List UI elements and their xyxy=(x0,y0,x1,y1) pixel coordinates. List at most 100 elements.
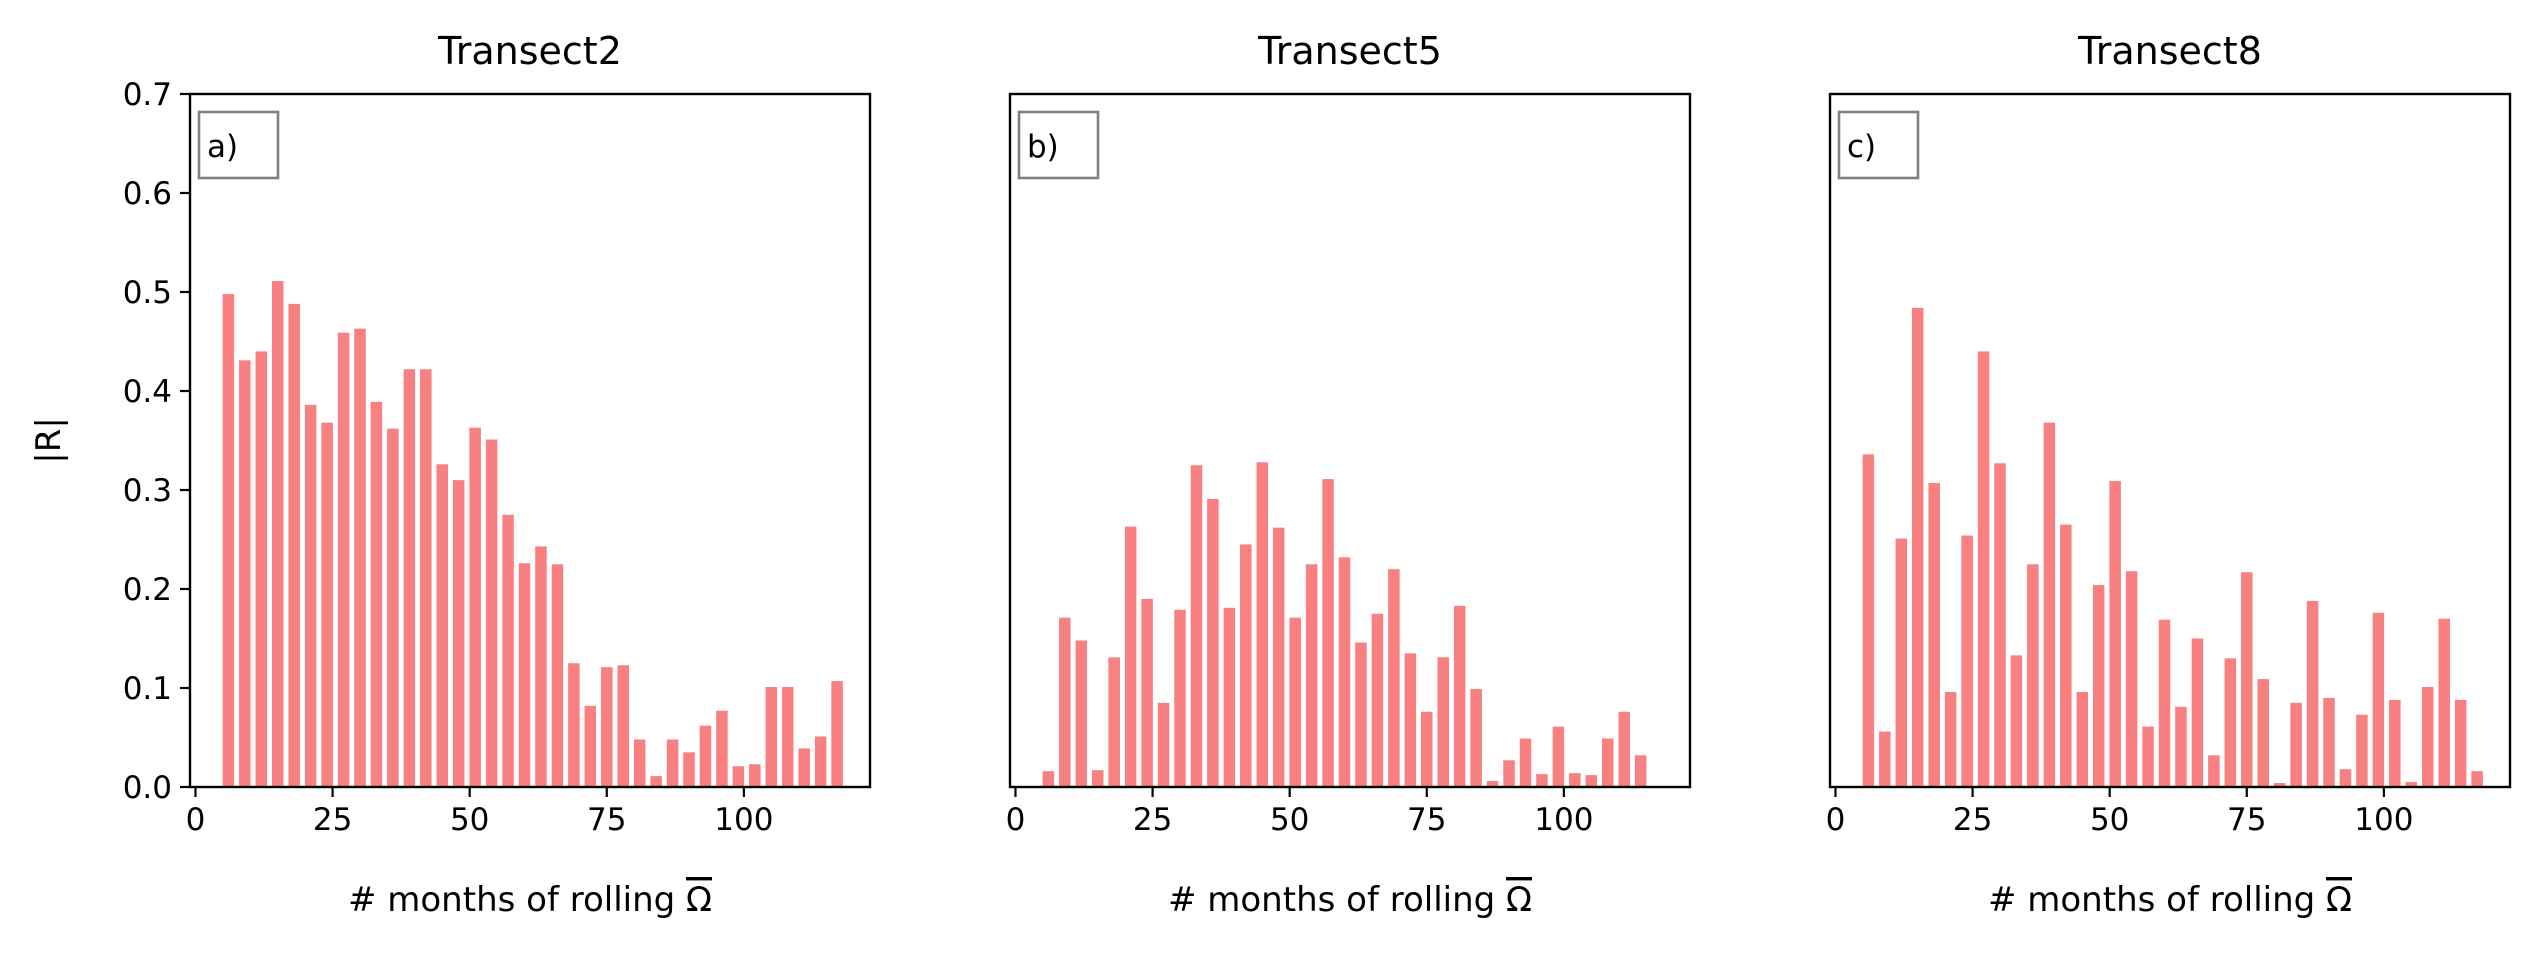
bar xyxy=(1585,775,1598,787)
axes-frame xyxy=(1828,92,2512,789)
y-tick-label: 0.0 xyxy=(123,770,172,806)
bar xyxy=(633,739,646,787)
bar xyxy=(2125,571,2138,787)
bar xyxy=(1091,770,1104,787)
bar xyxy=(2389,699,2401,787)
x-axis-label: # months of rolling Ω xyxy=(1168,880,1532,920)
chart-title: Transect8 xyxy=(2077,29,2262,73)
x-tick-label: 50 xyxy=(2090,802,2129,838)
bar xyxy=(1911,307,1924,787)
x-tick-label: 25 xyxy=(1953,802,1992,838)
y-tick-label: 0.6 xyxy=(123,176,172,212)
y-tick-label: 0.3 xyxy=(123,473,172,509)
bar xyxy=(2405,782,2418,787)
omega-symbol: Ω xyxy=(1506,880,1532,920)
x-tick-label: 0 xyxy=(1006,802,1026,838)
bar xyxy=(469,427,481,787)
bar xyxy=(1108,657,1120,787)
x-tick-label: 100 xyxy=(714,802,773,838)
bar xyxy=(732,766,745,787)
bar xyxy=(2142,726,2154,787)
bar xyxy=(2224,658,2237,787)
bar xyxy=(2290,702,2302,787)
panel-label: a) xyxy=(207,129,238,165)
bar xyxy=(1437,657,1449,787)
bar xyxy=(403,369,416,787)
bar xyxy=(2323,697,2335,787)
bar xyxy=(2092,585,2105,787)
bar xyxy=(1503,760,1515,787)
bar xyxy=(502,514,514,787)
panel-3: 0 25 50 75 100 Transect8 c) # months of rolling… xyxy=(1826,29,2512,920)
bar xyxy=(749,764,761,787)
x-tick-label: 100 xyxy=(2354,802,2413,838)
bar xyxy=(1371,613,1384,787)
bar xyxy=(617,665,629,787)
y-axis-label: |R| xyxy=(29,417,69,464)
bar xyxy=(1519,738,1532,787)
bar xyxy=(2306,600,2319,787)
bar xyxy=(716,710,728,787)
bar xyxy=(1569,773,1581,787)
x-tick-label: 75 xyxy=(2227,802,2266,838)
bar xyxy=(683,752,695,787)
bar xyxy=(1536,774,1548,787)
x-tick-label: 25 xyxy=(1133,802,1172,838)
bar xyxy=(2257,679,2269,787)
panel-2: 0 25 50 75 100 Transect5 b) # months of rolling… xyxy=(1006,29,1692,920)
x-tick-label: 75 xyxy=(1407,802,1446,838)
bar xyxy=(1601,738,1614,787)
bar xyxy=(1486,781,1499,787)
bar xyxy=(337,332,350,787)
bar xyxy=(387,428,399,787)
x-tick-label: 50 xyxy=(450,802,489,838)
bar xyxy=(304,404,317,787)
bar xyxy=(288,303,300,787)
x-tick-label: 0 xyxy=(1826,802,1846,838)
bar xyxy=(1272,527,1285,787)
axes-frame xyxy=(1008,92,1692,789)
bar xyxy=(354,328,366,787)
omega-symbol: Ω xyxy=(2326,880,2352,920)
bar xyxy=(2060,524,2072,787)
bar xyxy=(584,705,597,787)
bar xyxy=(485,439,498,787)
bar xyxy=(1879,731,1891,787)
bar xyxy=(436,464,449,787)
bar xyxy=(420,369,432,787)
bar xyxy=(2191,638,2204,787)
bar xyxy=(255,351,268,787)
bar xyxy=(2010,655,2023,787)
bar xyxy=(2471,771,2483,787)
bar xyxy=(814,736,827,787)
bar xyxy=(798,748,810,787)
bar xyxy=(666,739,679,787)
bar xyxy=(1862,454,1875,787)
bar xyxy=(1322,479,1334,787)
bar xyxy=(1421,711,1433,787)
bar xyxy=(1207,498,1219,787)
y-tick-label: 0.4 xyxy=(123,374,172,410)
omega-symbol: Ω xyxy=(686,880,712,920)
x-tick-label: 0 xyxy=(186,802,206,838)
bar xyxy=(239,360,251,787)
bar xyxy=(2027,564,2039,787)
bar xyxy=(370,401,383,787)
panel-label-box xyxy=(1017,110,1100,180)
bar xyxy=(1977,351,1990,787)
bar xyxy=(1059,617,1071,787)
bar xyxy=(1223,607,1236,787)
bar xyxy=(1355,642,1367,787)
bar xyxy=(551,564,564,787)
bar xyxy=(222,293,235,787)
bar xyxy=(1552,726,1565,787)
bar xyxy=(1124,526,1137,787)
bar xyxy=(650,776,662,787)
bar xyxy=(2438,618,2450,787)
bar xyxy=(452,480,465,787)
axes-frame xyxy=(188,92,872,789)
bar xyxy=(1388,569,1400,787)
panel-label-box xyxy=(1837,110,1920,180)
x-axis-label: # months of rolling Ω xyxy=(348,880,712,920)
